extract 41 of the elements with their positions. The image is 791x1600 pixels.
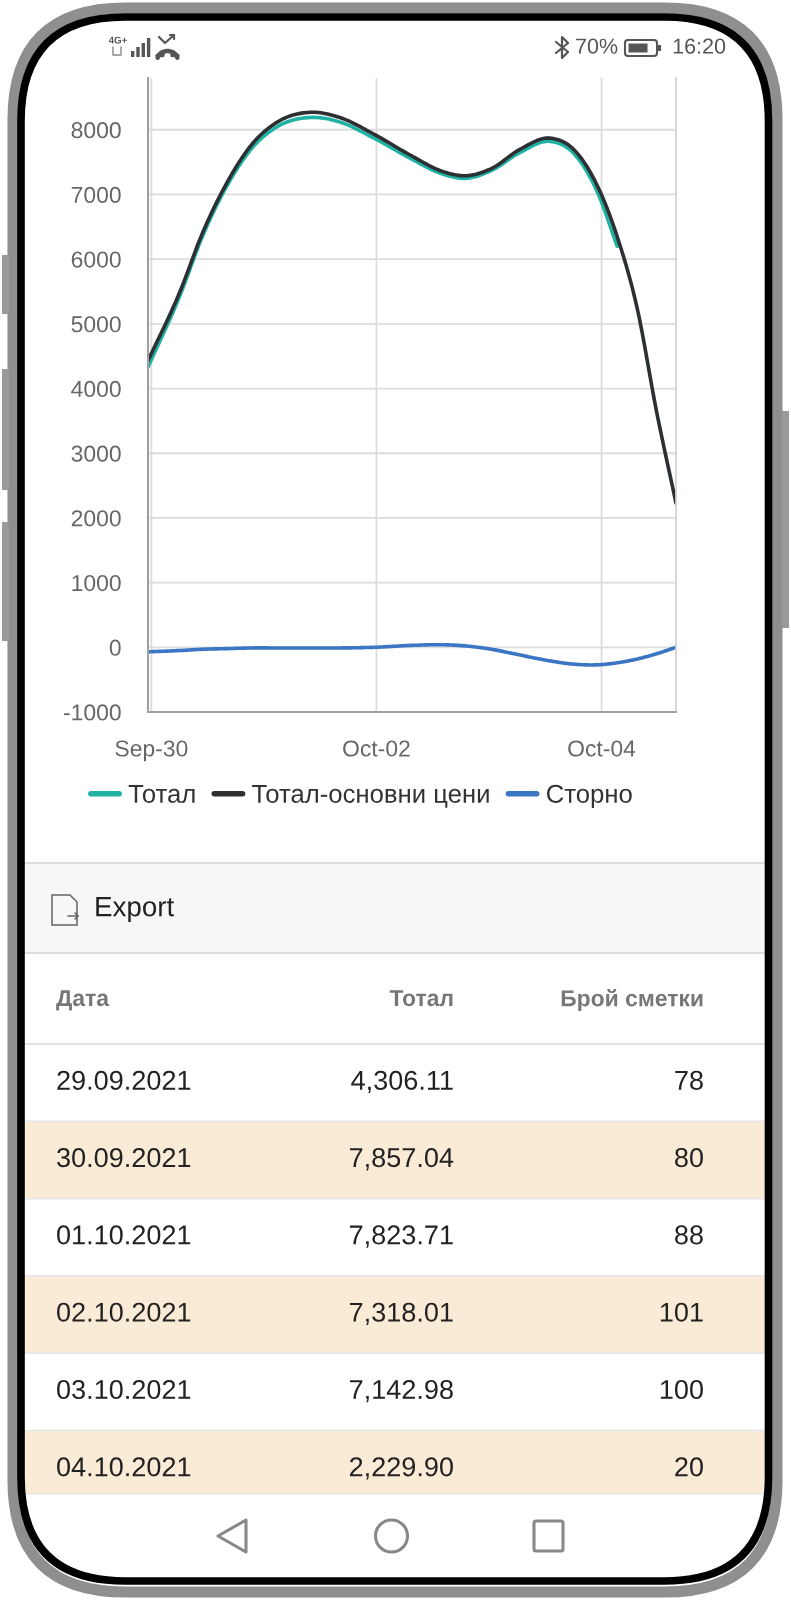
y-tick-label: 7000 xyxy=(71,186,121,203)
data-label: 100 xyxy=(660,1379,703,1400)
y-tick-label: 6000 xyxy=(71,251,121,268)
category-label: 29.09.2021 xyxy=(57,1070,191,1090)
data-label: 20 xyxy=(675,1457,703,1477)
y-tick-label: 8000 xyxy=(71,122,121,139)
text: Export xyxy=(96,897,175,922)
x-tick-label: Sep-30 xyxy=(115,740,188,762)
data-label: 7,857.04 xyxy=(349,1148,454,1171)
y-tick-label: 0 xyxy=(109,639,121,656)
data-label: 2,229.90 xyxy=(349,1457,453,1480)
legend-label: Сторно xyxy=(547,784,632,808)
category-label: 03.10.2021 xyxy=(57,1379,191,1400)
x-tick-label: Oct-02 xyxy=(343,740,410,757)
category-label: 04.10.2021 xyxy=(57,1457,191,1477)
text: Брой сметки xyxy=(561,989,703,1011)
y-tick-label: 3000 xyxy=(71,445,121,462)
data-label: 7,142.98 xyxy=(349,1379,453,1403)
y-tick-label: 4000 xyxy=(71,380,121,398)
text: Тотал xyxy=(389,990,453,1007)
text: 16:20 xyxy=(673,38,726,54)
data-label: 101 xyxy=(660,1302,703,1322)
y-tick-label: 2000 xyxy=(71,510,121,527)
data-label: 7,823.71 xyxy=(349,1225,453,1248)
y-tick-label: 1000 xyxy=(72,574,121,592)
x-tick-label: Oct-04 xyxy=(568,740,636,757)
legend-label: Тотал-основни цени xyxy=(252,784,489,808)
category-label: 02.10.2021 xyxy=(57,1302,191,1322)
text: Дата xyxy=(56,990,110,1011)
text: 70% xyxy=(576,38,618,54)
legend-label: Тотал xyxy=(128,784,195,803)
category-label: 30.09.2021 xyxy=(57,1148,191,1168)
y-tick-label: -1000 xyxy=(64,704,121,721)
category-label: 01.10.2021 xyxy=(57,1225,191,1245)
data-label: 4,306.11 xyxy=(351,1070,453,1094)
data-label: 78 xyxy=(675,1070,703,1090)
data-label: 88 xyxy=(675,1225,703,1245)
text: 4G+ xyxy=(108,36,127,44)
data-label: 80 xyxy=(675,1148,703,1168)
y-tick-label: 5000 xyxy=(71,316,121,333)
data-label: 7,318.01 xyxy=(349,1302,453,1326)
